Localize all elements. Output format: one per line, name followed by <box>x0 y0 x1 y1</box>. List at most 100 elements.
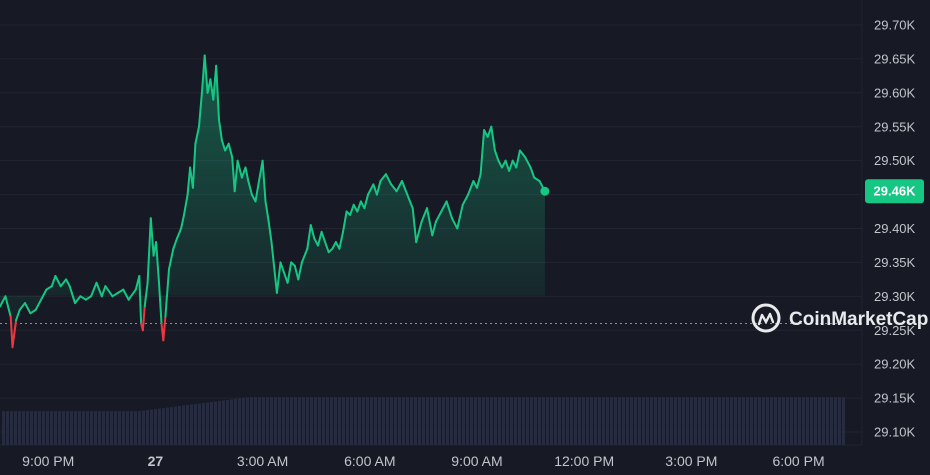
volume-bar-91 <box>366 397 369 445</box>
volume-bar-166 <box>666 397 669 445</box>
volume-bar-31 <box>126 411 129 445</box>
price-segment-40 <box>168 247 175 271</box>
volume-bar-199 <box>798 397 801 445</box>
volume-bar-139 <box>558 397 561 445</box>
price-segment-133 <box>518 149 527 159</box>
volume-bar-203 <box>814 397 817 445</box>
volume-bar-61 <box>246 397 249 445</box>
price-segment-1 <box>4 295 12 318</box>
volume-bar-71 <box>286 397 289 445</box>
price-segment-89 <box>331 241 337 250</box>
volume-bar-15 <box>62 411 65 445</box>
price-segment-79 <box>293 264 300 281</box>
volume-bar-128 <box>514 397 517 445</box>
y-tick-label-2: 29.60K <box>874 85 916 100</box>
price-segment-132 <box>515 149 521 169</box>
volume-bar-8 <box>34 411 37 445</box>
volume-bar-197 <box>790 397 793 445</box>
volume-bar-79 <box>318 397 321 445</box>
volume-bar-6 <box>26 411 29 445</box>
volume-bar-146 <box>586 397 589 445</box>
volume-bar-156 <box>626 397 629 445</box>
volume-bar-153 <box>614 397 617 445</box>
price-segment-103 <box>384 173 393 186</box>
coinmarketcap-logo-icon <box>751 303 781 333</box>
x-tick-label-1: 27 <box>148 453 164 469</box>
price-segment-47 <box>191 142 197 189</box>
price-segment-135 <box>529 166 536 179</box>
volume-bar-169 <box>678 397 681 445</box>
volume-bar-77 <box>310 397 313 445</box>
price-segment-75 <box>279 261 285 274</box>
volume-bar-202 <box>810 397 813 445</box>
volume-bar-11 <box>46 411 49 445</box>
price-segment-126 <box>493 149 500 162</box>
price-segment-33 <box>149 217 155 257</box>
volume-bar-113 <box>454 397 457 445</box>
volume-bar-45 <box>182 405 185 445</box>
volume-bar-124 <box>498 397 501 445</box>
volume-bar-144 <box>578 397 581 445</box>
volume-bar-13 <box>54 411 57 445</box>
volume-bar-196 <box>786 397 789 445</box>
price-segment-113 <box>434 210 443 223</box>
volume-bar-34 <box>138 411 141 445</box>
volume-bar-0 <box>2 411 5 445</box>
volume-bar-66 <box>266 397 269 445</box>
volume-bar-131 <box>526 397 529 445</box>
price-segment-39 <box>164 268 170 318</box>
volume-bar-43 <box>174 406 177 445</box>
volume-bar-157 <box>630 397 633 445</box>
price-segment-4 <box>15 308 21 322</box>
price-segment-69 <box>261 159 267 203</box>
volume-bar-176 <box>706 397 709 445</box>
current-price-label: 29.46K <box>874 184 917 199</box>
volume-bar-172 <box>690 397 693 445</box>
volume-bar-198 <box>794 397 797 445</box>
volume-bar-189 <box>758 397 761 445</box>
volume-bar-143 <box>574 397 577 445</box>
volume-bar-33 <box>134 411 137 445</box>
volume-bar-207 <box>830 397 833 445</box>
price-segment-7 <box>29 308 37 315</box>
volume-bar-53 <box>214 401 217 445</box>
volume-bar-178 <box>714 397 717 445</box>
volume-bar-57 <box>230 399 233 445</box>
volume-bar-70 <box>282 397 285 445</box>
price-segment-101 <box>375 180 382 196</box>
volume-bar-37 <box>150 409 153 445</box>
volume-bar-117 <box>470 397 473 445</box>
volume-bar-114 <box>458 397 461 445</box>
price-segment-64 <box>244 166 250 182</box>
volume-bar-171 <box>686 397 689 445</box>
volume-bar-125 <box>502 397 505 445</box>
price-segment-36 <box>158 281 163 325</box>
volume-bar-208 <box>834 397 837 445</box>
volume-bar-80 <box>322 397 325 445</box>
volume-bar-81 <box>326 397 329 445</box>
price-segment-115 <box>445 200 453 220</box>
volume-bar-145 <box>582 397 585 445</box>
volume-bar-52 <box>210 401 213 445</box>
volume-bar-115 <box>462 397 465 445</box>
volume-bar-205 <box>822 397 825 445</box>
volume-bar-106 <box>426 397 429 445</box>
volume-bar-168 <box>674 397 677 445</box>
volume-bar-5 <box>22 411 25 445</box>
price-segment-42 <box>175 227 183 240</box>
volume-bar-20 <box>82 411 85 445</box>
price-segment-44 <box>183 193 189 216</box>
y-tick-label-4: 29.50K <box>874 153 916 168</box>
volume-bar-136 <box>546 397 549 445</box>
volume-bar-85 <box>342 397 345 445</box>
volume-bar-78 <box>314 397 317 445</box>
volume-bar-162 <box>650 397 653 445</box>
price-segment-83 <box>309 224 316 240</box>
price-segment-109 <box>415 220 423 244</box>
volume-bar-55 <box>222 400 225 445</box>
y-axis: 29.70K29.65K29.60K29.55K29.50K29.45K29.4… <box>874 18 916 440</box>
volume-bar-96 <box>386 397 389 445</box>
volume-bar-130 <box>522 397 525 445</box>
volume-bar-26 <box>106 411 109 445</box>
